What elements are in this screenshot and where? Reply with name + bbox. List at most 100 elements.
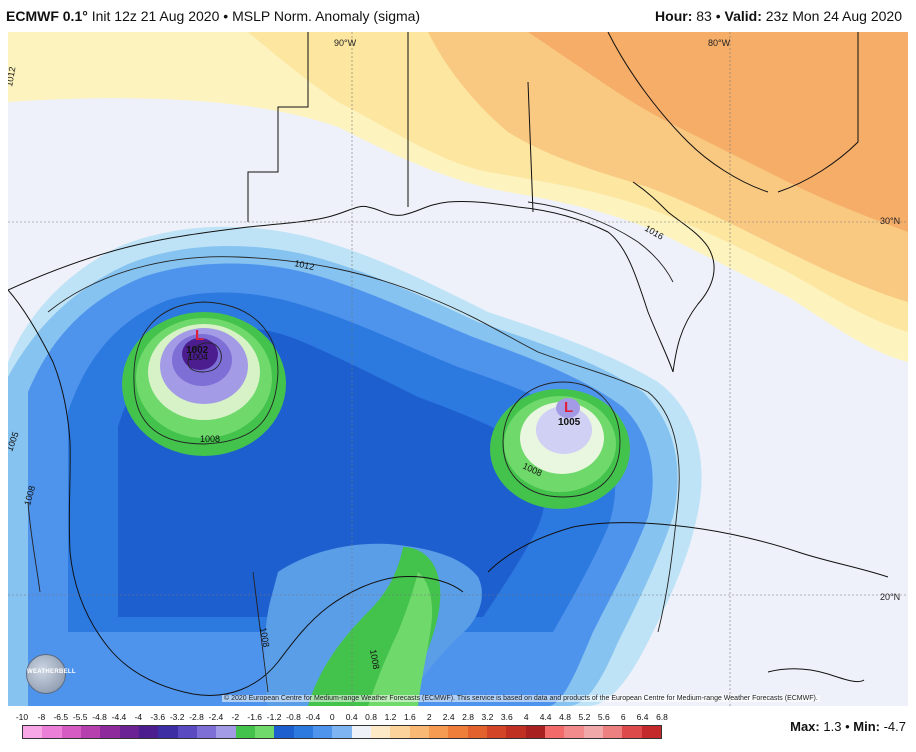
color-scale-cell [544, 726, 565, 738]
map-header: ECMWF 0.1° Init 12z 21 Aug 2020 • MSLP N… [0, 0, 916, 32]
max-min-readout: Max: 1.3 • Min: -4.7 [790, 719, 906, 734]
color-scale-label: -4.4 [111, 712, 127, 722]
valid-label: Valid: [724, 8, 762, 24]
color-scale-label: -6.5 [53, 712, 69, 722]
color-scale-cell [216, 726, 236, 738]
isobar-1004 [187, 342, 222, 373]
color-scale-label: 5.6 [597, 712, 610, 722]
color-scale-cell [409, 726, 429, 738]
color-scale-cell [428, 726, 449, 738]
model-name: ECMWF 0.1° [6, 8, 88, 24]
color-scale-cell [506, 726, 526, 738]
color-scale-label: 1.6 [403, 712, 416, 722]
copyright-notice: © 2020 European Centre for Medium-range … [222, 695, 820, 702]
color-scale-cell [583, 726, 603, 738]
state-border-5 [777, 32, 859, 193]
color-scale-cell [274, 726, 294, 738]
isobar-1008-west [27, 501, 41, 593]
color-scale-cell [351, 726, 371, 738]
jamaica [767, 668, 865, 683]
color-scale-cell [61, 726, 81, 738]
logo-text: WEATHERBELL [27, 669, 76, 675]
color-scale-label: -0.4 [305, 712, 321, 722]
separator-2: • [715, 8, 721, 24]
color-scale-cell [254, 726, 275, 738]
lon-80-label: 80°W [708, 38, 731, 48]
color-scale-label: -8 [37, 712, 46, 722]
lat-20-label: 20°N [880, 592, 900, 602]
us-gulf-coast [8, 200, 674, 373]
color-scale-cell [370, 726, 391, 738]
low1-pressure: 1002 [186, 345, 209, 356]
color-scale-label: 2 [426, 712, 432, 722]
color-scale-label: -4 [134, 712, 143, 722]
state-border-3 [527, 81, 534, 213]
low1-symbol: L [195, 327, 204, 344]
color-scale-cell [119, 726, 139, 738]
isobar-1016 [527, 201, 674, 283]
isobars [27, 201, 680, 693]
hour-label: Hour: [655, 8, 693, 24]
color-scale-cell [390, 726, 410, 738]
color-scale-label: 0.4 [345, 712, 358, 722]
isobar-label-1008-e: 1008 [368, 649, 381, 670]
isobar-1008-right [502, 381, 621, 498]
state-border-1 [247, 32, 309, 222]
color-scale-label: 4 [523, 712, 529, 722]
color-scale-labels: -10 -8 -6.5 -5.5 -4.8 -4.4 -4 -3.6 -3.2 -2.8 -2.4-… [16, 712, 668, 724]
color-scale-cell [641, 726, 661, 738]
color-scale-label: 6 [620, 712, 626, 722]
low2-pressure: 1005 [558, 417, 581, 428]
color-scale-label: -2.8 [189, 712, 204, 722]
color-scale-label: 2.8 [462, 712, 474, 722]
color-scale-label: 3.6 [500, 712, 513, 722]
cuba-coast [487, 521, 889, 578]
init-time: Init 12z 21 Aug 2020 [91, 8, 220, 24]
min-value: -4.7 [883, 719, 906, 734]
color-scale-label: 3.2 [481, 712, 494, 722]
color-scale-label: -0.8 [286, 712, 301, 722]
min-label: Min: [853, 719, 880, 734]
map-canvas: 90°W 80°W 30°N 20°N 1012 1012 1016 1008 … [8, 32, 908, 706]
color-scale-label: 4.4 [539, 712, 552, 722]
color-scale-cell [158, 726, 178, 738]
color-scale-cell [293, 726, 313, 738]
color-scale-label: 6.8 [656, 712, 668, 722]
separator: • [223, 8, 229, 24]
anomaly-dark-orange [528, 32, 908, 232]
color-scale-cell [467, 726, 487, 738]
valid-value: 23z Mon 24 Aug 2020 [765, 8, 902, 24]
color-scale-label: 0 [329, 712, 335, 722]
weatherbell-logo: WEATHERBELL [26, 654, 76, 694]
lon-90-label: 90°W [334, 38, 357, 48]
color-scale-cell [486, 726, 507, 738]
color-scale-cell [235, 726, 255, 738]
color-scale-cell [100, 726, 120, 738]
max-value: 1.3 [823, 719, 842, 734]
anomaly-lightgreen-south [368, 572, 433, 706]
color-scale-cell [602, 726, 623, 738]
weather-map[interactable]: 90°W 80°W 30°N 20°N 1012 1012 1016 1008 … [8, 32, 908, 706]
mexico-coast [8, 289, 464, 696]
color-scale-cell [42, 726, 62, 738]
color-scale-label: 0.8 [365, 712, 377, 722]
isobar-label-1012-gulf: 1012 [294, 258, 316, 272]
color-scale-label: -3.2 [169, 712, 185, 722]
isobar-label-1004: 1004 [188, 352, 208, 362]
color-scale-cell [138, 726, 159, 738]
color-scale-label: 6.4 [636, 712, 649, 722]
lat-30-label: 30°N [880, 216, 900, 226]
low2-core [556, 398, 580, 418]
florida-coast [632, 181, 715, 373]
color-scale-cell [177, 726, 197, 738]
header-valid: Hour: 83 • Valid: 23z Mon 24 Aug 2020 [655, 8, 902, 24]
isobar-labels: 1012 1012 1016 1008 1008 1008 1008 1008 … [8, 66, 665, 670]
color-scale-cell [80, 726, 101, 738]
color-scale-label: 4.8 [559, 712, 571, 722]
color-scale-label: 5.2 [578, 712, 591, 722]
color-scale-label: -2 [231, 712, 240, 722]
hour-value: 83 [696, 8, 712, 24]
header-title: ECMWF 0.1° Init 12z 21 Aug 2020 • MSLP N… [6, 8, 420, 24]
color-scale-label: -1.2 [266, 712, 282, 722]
state-border-4 [607, 32, 769, 193]
